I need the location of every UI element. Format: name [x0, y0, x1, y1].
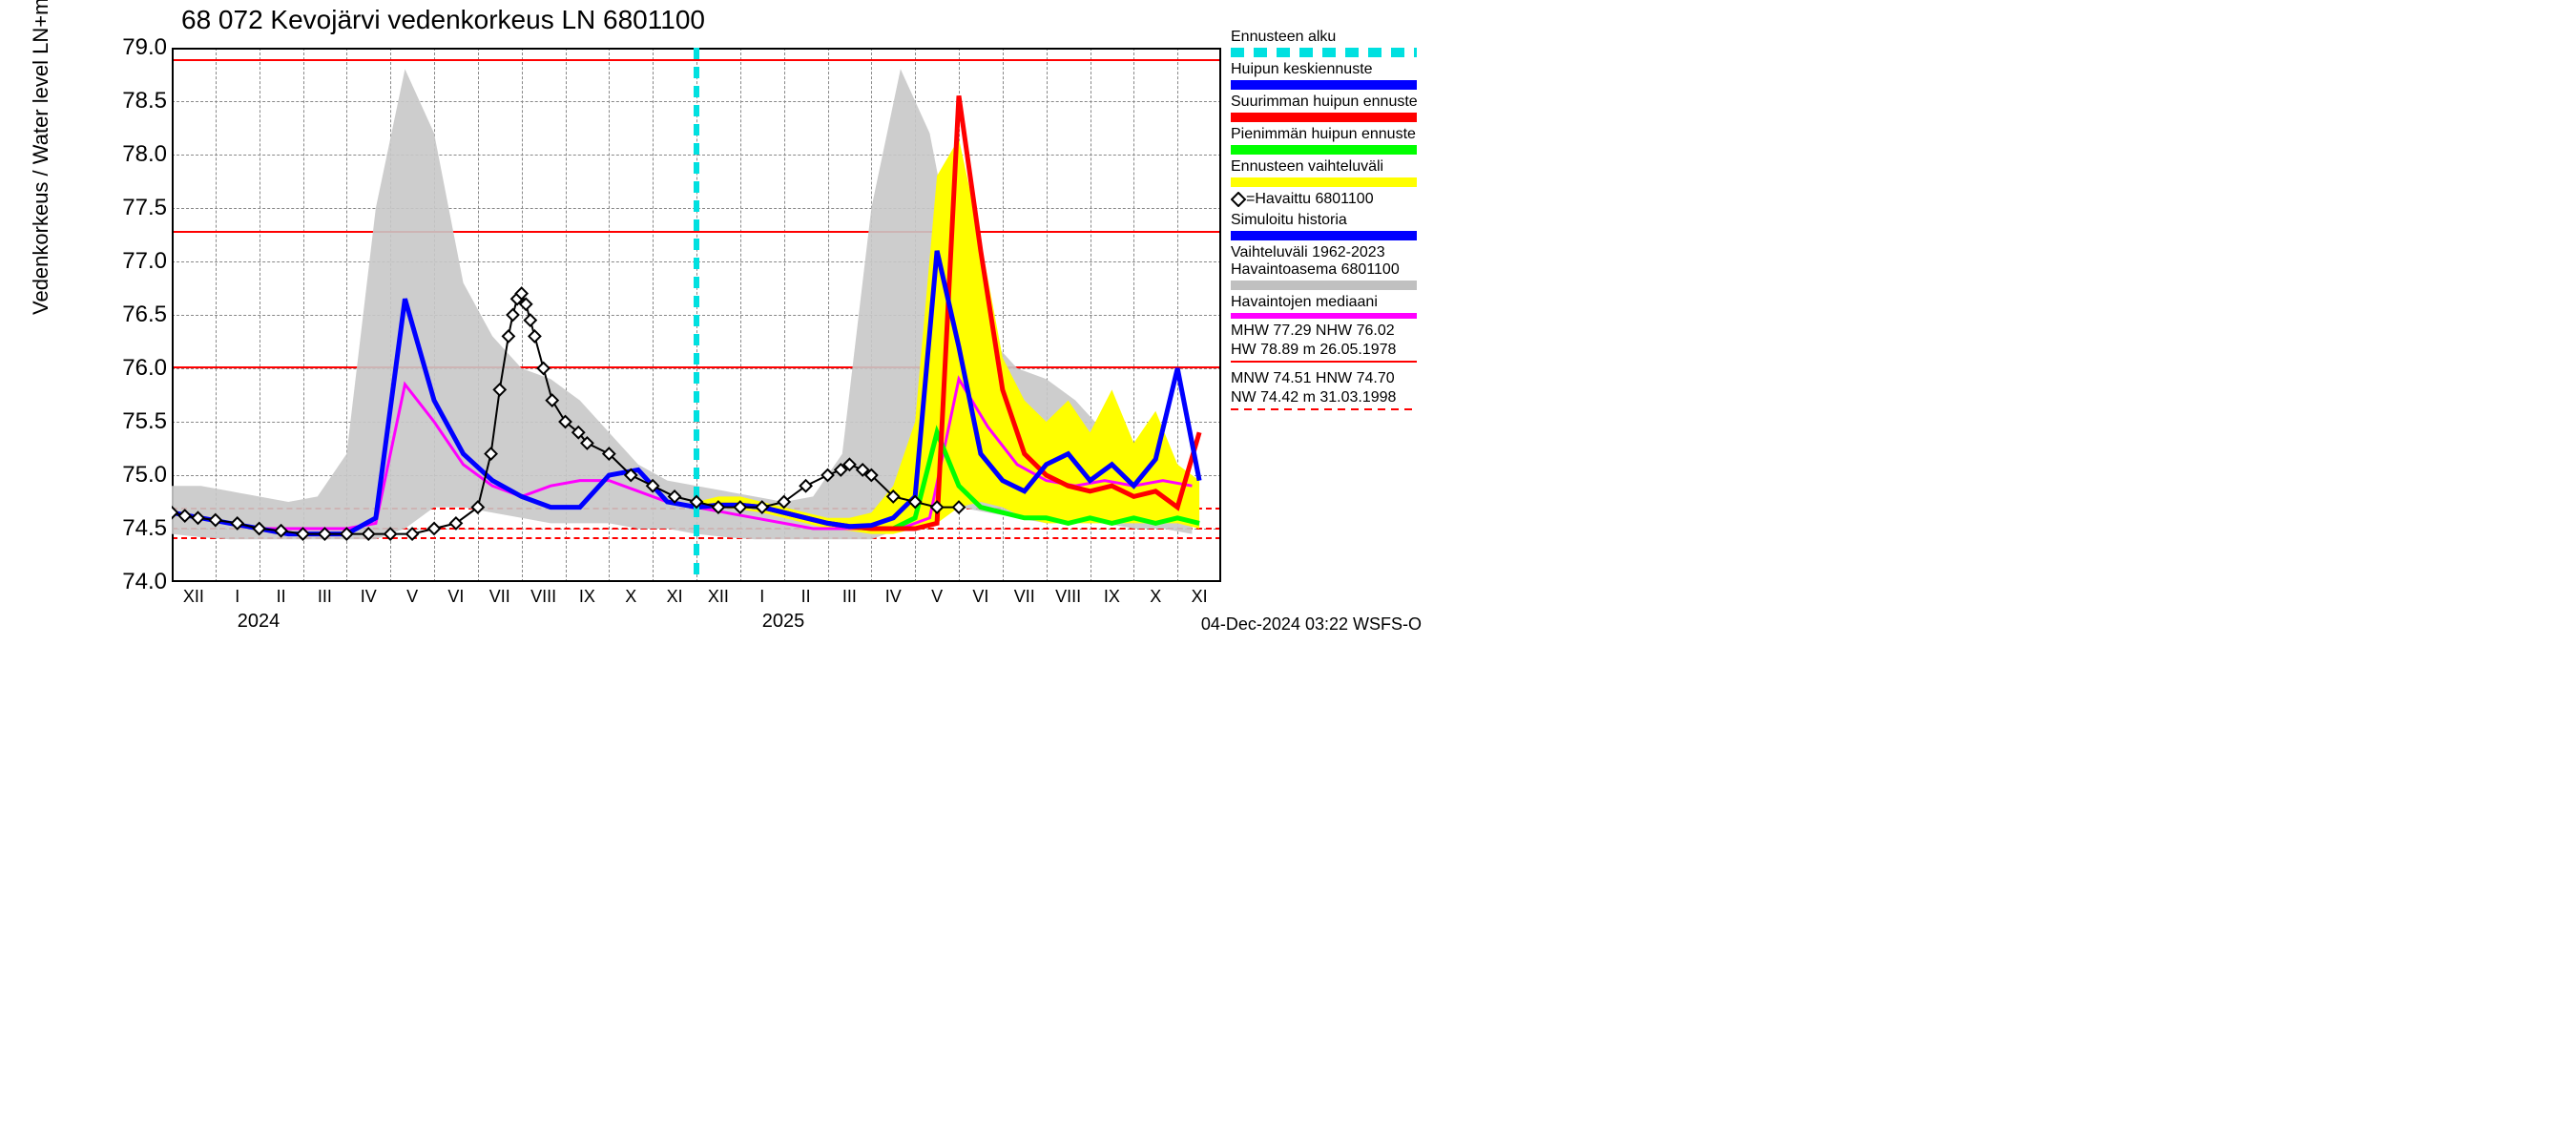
- year-label: 2024: [238, 611, 280, 633]
- x-tick-label: I: [759, 587, 764, 607]
- y-tick-label: 79.0: [122, 34, 167, 61]
- observed-marker: [406, 529, 418, 540]
- x-tick-label: IX: [1104, 587, 1120, 607]
- legend-swatch: [1231, 281, 1417, 290]
- x-tick-label: XII: [708, 587, 729, 607]
- x-tick-label: IV: [361, 587, 377, 607]
- y-tick-label: 76.5: [122, 302, 167, 328]
- x-tick-label: XI: [667, 587, 683, 607]
- legend-swatch: [1231, 80, 1417, 90]
- legend-swatch: [1231, 48, 1417, 57]
- x-tick-label: V: [406, 587, 418, 607]
- y-tick-label: 76.0: [122, 355, 167, 382]
- y-tick-label: 75.5: [122, 408, 167, 435]
- x-tick-label: II: [277, 587, 286, 607]
- legend-stats: MNW 74.51 HNW 74.70: [1231, 370, 1426, 387]
- chart-container: 68 072 Kevojärvi vedenkorkeus LN 6801100…: [0, 0, 1431, 639]
- legend-stats: MHW 77.29 NHW 76.02: [1231, 323, 1426, 340]
- legend-swatch: [1231, 177, 1417, 187]
- y-tick-label: 74.5: [122, 515, 167, 542]
- x-tick-label: XII: [183, 587, 204, 607]
- x-tick-label: VIII: [1055, 587, 1081, 607]
- legend-swatch: [1231, 313, 1417, 319]
- legend-item: Ennusteen alku: [1231, 29, 1426, 57]
- x-tick-label: X: [1150, 587, 1161, 607]
- x-tick-label: VII: [1014, 587, 1035, 607]
- legend-ref-line: [1231, 361, 1417, 363]
- legend-sublabel: Havaintoasema 6801100: [1231, 261, 1426, 279]
- legend-label: Ennusteen vaihteluväli: [1231, 158, 1426, 176]
- legend-item: Pienimmän huipun ennuste: [1231, 126, 1426, 155]
- year-label: 2025: [762, 611, 805, 633]
- legend-swatch: [1231, 145, 1417, 155]
- x-tick-label: V: [931, 587, 943, 607]
- observed-marker: [538, 363, 550, 374]
- chart-title: 68 072 Kevojärvi vedenkorkeus LN 6801100: [181, 5, 705, 35]
- x-tick-label: VIII: [530, 587, 556, 607]
- legend-label: Ennusteen alku: [1231, 29, 1426, 46]
- x-tick-label: XI: [1192, 587, 1208, 607]
- y-tick-label: 78.0: [122, 141, 167, 168]
- observed-marker: [428, 523, 440, 534]
- x-tick-label: III: [318, 587, 332, 607]
- x-tick-label: III: [842, 587, 857, 607]
- observed-marker: [529, 330, 540, 342]
- plot-svg: [172, 48, 1221, 582]
- legend-ref-line: [1231, 408, 1417, 410]
- legend-label: =Havaittu 6801100: [1231, 191, 1426, 208]
- legend-item: Ennusteen vaihteluväli: [1231, 158, 1426, 187]
- x-tick-label: VI: [447, 587, 464, 607]
- legend-label: Havaintojen mediaani: [1231, 294, 1426, 311]
- legend-label: Pienimmän huipun ennuste: [1231, 126, 1426, 143]
- observed-marker: [508, 309, 519, 321]
- legend-item: Havaintojen mediaani: [1231, 294, 1426, 319]
- legend-stats: NW 74.42 m 31.03.1998: [1231, 389, 1426, 406]
- observed-marker: [503, 330, 514, 342]
- legend-label: Vaihteluväli 1962-2023: [1231, 244, 1426, 261]
- x-tick-label: VI: [972, 587, 988, 607]
- observed-marker: [525, 315, 536, 326]
- x-tick-label: IX: [579, 587, 595, 607]
- legend-item: Vaihteluväli 1962-2023 Havaintoasema 680…: [1231, 244, 1426, 290]
- legend-item: =Havaittu 6801100: [1231, 191, 1426, 208]
- x-tick-label: X: [625, 587, 636, 607]
- x-tick-label: IV: [885, 587, 902, 607]
- legend: Ennusteen alku Huipun keskiennuste Suurimm…: [1231, 29, 1426, 418]
- legend-stats: HW 78.89 m 26.05.1978: [1231, 342, 1426, 359]
- legend-label: Huipun keskiennuste: [1231, 61, 1426, 78]
- timestamp: 04-Dec-2024 03:22 WSFS-O: [1201, 614, 1422, 635]
- y-tick-label: 77.0: [122, 248, 167, 275]
- x-tick-label: VII: [489, 587, 510, 607]
- x-tick-label: I: [235, 587, 239, 607]
- legend-item: Huipun keskiennuste: [1231, 61, 1426, 90]
- legend-label: Suurimman huipun ennuste: [1231, 94, 1426, 111]
- legend-swatch: [1231, 113, 1417, 122]
- y-tick-label: 78.5: [122, 88, 167, 114]
- legend-swatch: [1231, 231, 1417, 240]
- legend-label: Simuloitu historia: [1231, 212, 1426, 229]
- legend-item: Suurimman huipun ennuste: [1231, 94, 1426, 122]
- x-tick-label: II: [801, 587, 811, 607]
- y-tick-label: 75.0: [122, 462, 167, 489]
- y-tick-label: 77.5: [122, 195, 167, 221]
- legend-item: Simuloitu historia: [1231, 212, 1426, 240]
- y-tick-label: 74.0: [122, 569, 167, 595]
- y-axis-label: Vedenkorkeus / Water level LN+m: [29, 0, 53, 315]
